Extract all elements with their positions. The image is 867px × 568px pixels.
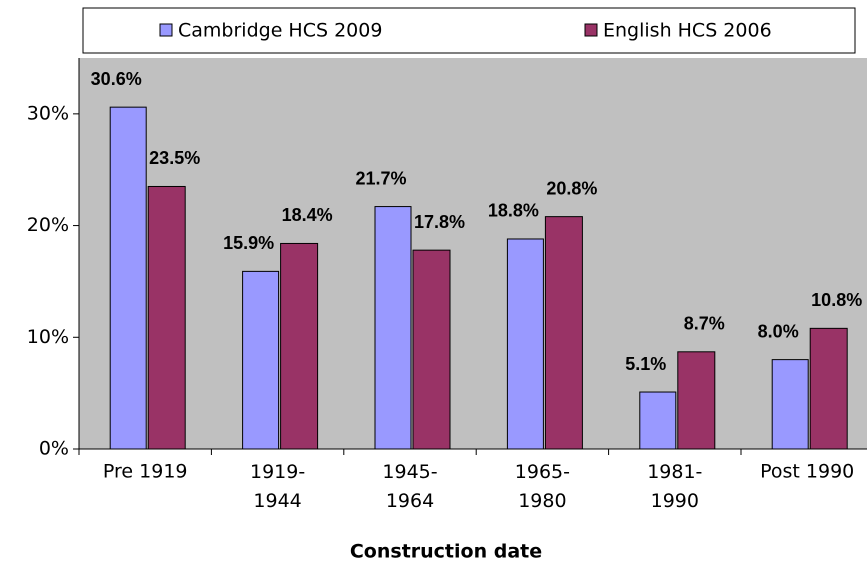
y-tick-label: 20% <box>27 214 69 236</box>
bar <box>412 249 451 450</box>
legend-box <box>82 7 856 54</box>
value-label: 5.1% <box>625 354 666 374</box>
x-tick-label-line: 1980 <box>518 490 566 512</box>
bar <box>242 270 280 450</box>
bar <box>639 391 677 450</box>
x-tick-label: 1965- 1980 <box>515 461 570 512</box>
bar <box>374 206 412 450</box>
x-tick-label: 1945- 1964 <box>382 461 437 512</box>
bar <box>771 359 809 450</box>
legend-swatch <box>159 23 173 37</box>
legend-label: Cambridge HCS 2009 <box>178 20 382 42</box>
x-tick-label: Post 1990 <box>760 461 854 483</box>
legend-swatch <box>584 23 598 37</box>
value-label: 18.4% <box>282 205 333 225</box>
x-tick-label: 1981- 1990 <box>647 461 702 512</box>
value-label: 17.8% <box>414 212 465 232</box>
value-label: 30.6% <box>91 69 142 89</box>
y-tick-label: 10% <box>27 326 69 348</box>
x-tick-label-line: 1964 <box>386 490 434 512</box>
y-tick-label: 0% <box>39 438 69 460</box>
y-tick-label: 30% <box>27 102 69 124</box>
x-tick-label-line: 1990 <box>651 490 699 512</box>
bar <box>809 327 848 450</box>
x-tick-label-line: 1945- <box>382 461 437 483</box>
bar <box>109 106 147 450</box>
legend-label: English HCS 2006 <box>603 20 772 42</box>
value-label: 18.8% <box>488 201 539 221</box>
x-tick-label: Pre 1919 <box>103 461 188 483</box>
plot-area <box>79 58 867 449</box>
value-label: 8.0% <box>758 321 799 341</box>
x-tick-label-line: 1919- <box>250 461 305 483</box>
value-label: 23.5% <box>149 148 200 168</box>
value-label: 10.8% <box>811 290 862 310</box>
bar <box>506 238 544 450</box>
bar <box>677 351 716 450</box>
x-tick-label: 1919- 1944 <box>250 461 305 512</box>
value-label: 21.7% <box>355 168 406 188</box>
bar <box>544 216 583 450</box>
bar <box>147 185 186 450</box>
x-tick-label-line: 1965- <box>515 461 570 483</box>
value-label: 8.7% <box>684 314 725 334</box>
value-label: 20.8% <box>546 178 597 198</box>
value-label: 15.9% <box>223 233 274 253</box>
x-tick-label-line: 1944 <box>253 490 301 512</box>
x-axis-title: Construction date <box>350 541 542 563</box>
bar <box>280 242 319 450</box>
x-tick-label-line: 1981- <box>647 461 702 483</box>
